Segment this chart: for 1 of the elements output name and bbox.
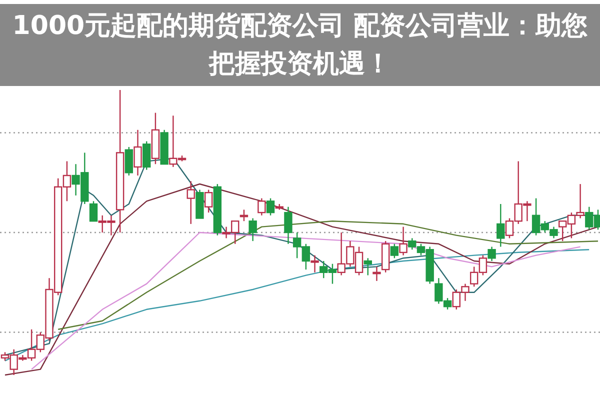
chart-title: 1000元起配的期货配资公司 配资公司营业：助您把握投资机遇！ [11,10,589,81]
